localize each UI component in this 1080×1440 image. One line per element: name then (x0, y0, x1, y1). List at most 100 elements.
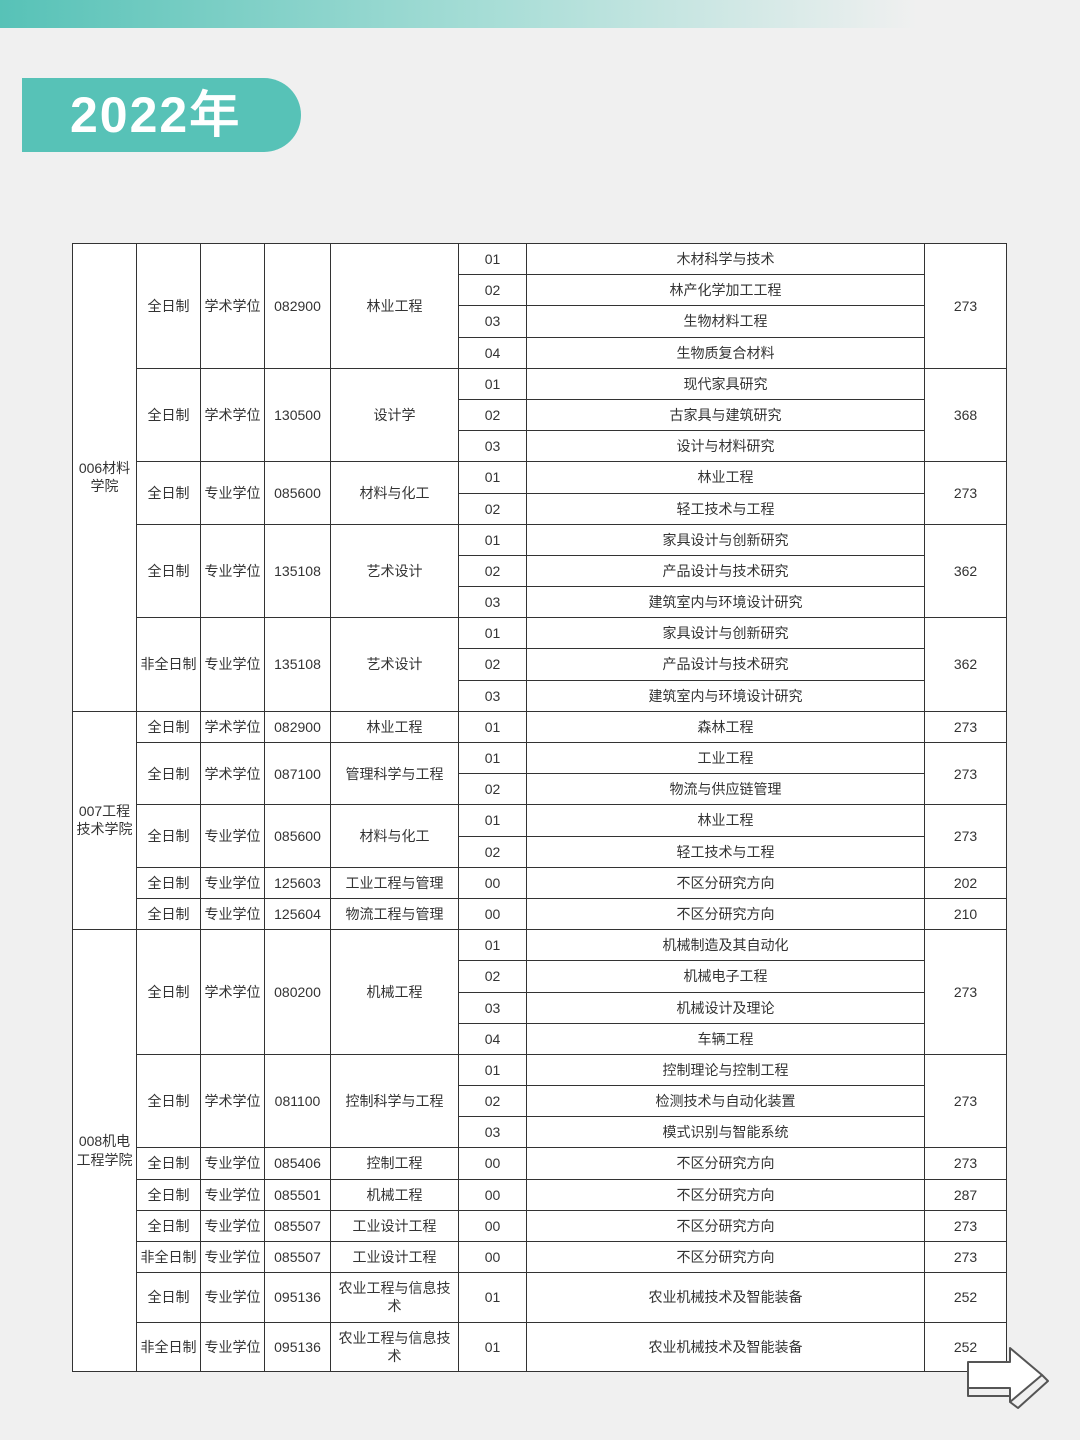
mode-cell: 全日制 (137, 1210, 201, 1241)
mode-cell: 全日制 (137, 743, 201, 805)
dir-name-cell: 不区分研究方向 (527, 1179, 925, 1210)
code-cell: 082900 (265, 711, 331, 742)
dir-name-cell: 机械电子工程 (527, 961, 925, 992)
degree-cell: 专业学位 (201, 524, 265, 618)
table-row: 非全日制专业学位095136农业工程与信息技术01农业机械技术及智能装备252 (73, 1322, 1007, 1371)
score-cell: 273 (925, 244, 1007, 369)
dir-no-cell: 00 (459, 1210, 527, 1241)
degree-cell: 学术学位 (201, 930, 265, 1055)
mode-cell: 全日制 (137, 462, 201, 524)
dir-no-cell: 02 (459, 399, 527, 430)
mode-cell: 全日制 (137, 1179, 201, 1210)
major-cell: 管理科学与工程 (331, 743, 459, 805)
major-cell: 林业工程 (331, 244, 459, 369)
dir-name-cell: 家具设计与创新研究 (527, 524, 925, 555)
code-cell: 125604 (265, 898, 331, 929)
mode-cell: 全日制 (137, 867, 201, 898)
dir-no-cell: 00 (459, 1179, 527, 1210)
dir-name-cell: 森林工程 (527, 711, 925, 742)
accent-bar (22, 78, 40, 152)
score-cell: 273 (925, 1148, 1007, 1179)
table-row: 全日制专业学位135108艺术设计01家具设计与创新研究362 (73, 524, 1007, 555)
dir-name-cell: 产品设计与技术研究 (527, 555, 925, 586)
majors-table-container: 006材料学院全日制学术学位082900林业工程01木材科学与技术27302林产… (72, 243, 1007, 1372)
table-row: 全日制专业学位085406控制工程00不区分研究方向273 (73, 1148, 1007, 1179)
next-arrow-icon[interactable] (960, 1340, 1050, 1410)
degree-cell: 专业学位 (201, 1210, 265, 1241)
dir-no-cell: 03 (459, 431, 527, 462)
dir-name-cell: 检测技术与自动化装置 (527, 1086, 925, 1117)
major-cell: 艺术设计 (331, 524, 459, 618)
degree-cell: 专业学位 (201, 1273, 265, 1322)
code-cell: 135108 (265, 524, 331, 618)
dir-name-cell: 农业机械技术及智能装备 (527, 1322, 925, 1371)
dir-no-cell: 02 (459, 275, 527, 306)
dir-no-cell: 01 (459, 618, 527, 649)
dir-no-cell: 03 (459, 992, 527, 1023)
dir-name-cell: 建筑室内与环境设计研究 (527, 587, 925, 618)
score-cell: 287 (925, 1179, 1007, 1210)
dir-name-cell: 控制理论与控制工程 (527, 1054, 925, 1085)
code-cell: 087100 (265, 743, 331, 805)
dir-name-cell: 家具设计与创新研究 (527, 618, 925, 649)
score-cell: 273 (925, 1210, 1007, 1241)
year-badge: 2022年 (40, 78, 301, 152)
dir-name-cell: 不区分研究方向 (527, 1210, 925, 1241)
dir-no-cell: 01 (459, 805, 527, 836)
dir-no-cell: 02 (459, 493, 527, 524)
mode-cell: 全日制 (137, 1054, 201, 1148)
code-cell: 082900 (265, 244, 331, 369)
table-row: 全日制专业学位085600材料与化工01林业工程273 (73, 805, 1007, 836)
major-cell: 工业工程与管理 (331, 867, 459, 898)
dir-name-cell: 产品设计与技术研究 (527, 649, 925, 680)
mode-cell: 非全日制 (137, 1242, 201, 1273)
table-row: 全日制学术学位081100控制科学与工程01控制理论与控制工程273 (73, 1054, 1007, 1085)
majors-table: 006材料学院全日制学术学位082900林业工程01木材科学与技术27302林产… (72, 243, 1007, 1372)
mode-cell: 全日制 (137, 805, 201, 867)
dir-name-cell: 建筑室内与环境设计研究 (527, 680, 925, 711)
dir-name-cell: 轻工技术与工程 (527, 493, 925, 524)
dir-no-cell: 03 (459, 306, 527, 337)
dir-name-cell: 生物材料工程 (527, 306, 925, 337)
mode-cell: 全日制 (137, 1148, 201, 1179)
table-row: 全日制专业学位125604物流工程与管理00不区分研究方向210 (73, 898, 1007, 929)
table-row: 006材料学院全日制学术学位082900林业工程01木材科学与技术273 (73, 244, 1007, 275)
code-cell: 095136 (265, 1273, 331, 1322)
dir-name-cell: 不区分研究方向 (527, 1242, 925, 1273)
dept-cell: 008机电工程学院 (73, 930, 137, 1372)
mode-cell: 全日制 (137, 368, 201, 462)
dir-no-cell: 01 (459, 1054, 527, 1085)
dir-no-cell: 01 (459, 711, 527, 742)
table-row: 全日制学术学位087100管理科学与工程01工业工程273 (73, 743, 1007, 774)
dir-name-cell: 林产化学加工工程 (527, 275, 925, 306)
table-row: 全日制专业学位085600材料与化工01林业工程273 (73, 462, 1007, 493)
score-cell: 210 (925, 898, 1007, 929)
dir-no-cell: 02 (459, 836, 527, 867)
dir-no-cell: 00 (459, 1242, 527, 1273)
score-cell: 273 (925, 930, 1007, 1055)
score-cell: 273 (925, 1054, 1007, 1148)
dir-no-cell: 03 (459, 1117, 527, 1148)
dir-no-cell: 03 (459, 680, 527, 711)
score-cell: 273 (925, 711, 1007, 742)
major-cell: 材料与化工 (331, 805, 459, 867)
mode-cell: 非全日制 (137, 1322, 201, 1371)
dir-name-cell: 林业工程 (527, 805, 925, 836)
major-cell: 艺术设计 (331, 618, 459, 712)
table-row: 全日制专业学位085507工业设计工程00不区分研究方向273 (73, 1210, 1007, 1241)
dir-name-cell: 不区分研究方向 (527, 867, 925, 898)
dir-no-cell: 01 (459, 524, 527, 555)
dir-name-cell: 轻工技术与工程 (527, 836, 925, 867)
table-row: 008机电工程学院全日制学术学位080200机械工程01机械制造及其自动化273 (73, 930, 1007, 961)
dir-no-cell: 01 (459, 368, 527, 399)
dir-name-cell: 木材科学与技术 (527, 244, 925, 275)
dir-no-cell: 00 (459, 898, 527, 929)
dir-no-cell: 01 (459, 244, 527, 275)
major-cell: 工业设计工程 (331, 1210, 459, 1241)
code-cell: 130500 (265, 368, 331, 462)
degree-cell: 专业学位 (201, 618, 265, 712)
table-row: 全日制专业学位085501机械工程00不区分研究方向287 (73, 1179, 1007, 1210)
major-cell: 工业设计工程 (331, 1242, 459, 1273)
score-cell: 273 (925, 743, 1007, 805)
dir-no-cell: 01 (459, 743, 527, 774)
